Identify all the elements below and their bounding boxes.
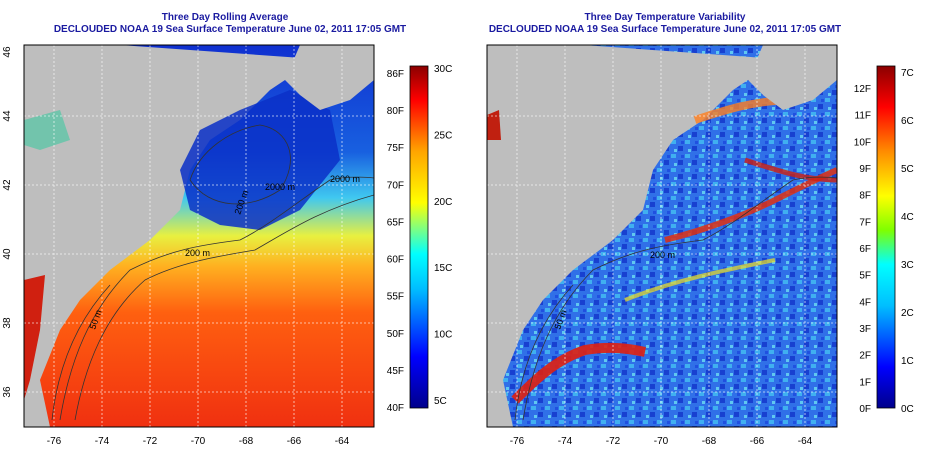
colorbar-tick-label: 10F xyxy=(854,137,871,148)
colorbar-tick-label: 45F xyxy=(387,366,404,377)
lat-tick: 38 xyxy=(2,317,13,329)
colorbar-tick-label: 50F xyxy=(387,329,404,340)
colorbar-tick-label: 8F xyxy=(859,191,871,202)
sst-variability-map: 200 m 50 m 46 44 42 40 38 36 -76 -74 -72… xyxy=(475,44,914,447)
lon-tick: -64 xyxy=(335,436,350,447)
contour-label: 200 m xyxy=(185,248,210,258)
colorbar-tick-label: 7C xyxy=(901,68,914,79)
colorbar-tick-label: 60F xyxy=(387,255,404,266)
colorbar-tick-label: 0F xyxy=(859,404,871,415)
right-title-line1: Three Day Temperature Variability xyxy=(584,12,746,23)
colorbar-tick-label: 3C xyxy=(901,260,914,271)
lat-tick: 40 xyxy=(2,248,13,260)
contour-label: 2000 m xyxy=(265,182,295,192)
colorbar-tick-label: 11F xyxy=(855,111,872,122)
colorbar-c-labels: 7C 6C 5C 4C 3C 2C 1C 0C xyxy=(901,68,914,415)
lon-tick: -68 xyxy=(239,436,254,447)
lon-axis: -76 -74 -72 -70 -68 -66 -64 xyxy=(510,436,813,447)
lat-tick: 36 xyxy=(475,386,478,398)
colorbar-tick-label: 20C xyxy=(434,197,452,208)
variability-map-area xyxy=(487,45,837,427)
colorbar-tick-label: 15C xyxy=(434,263,452,274)
lat-tick: 42 xyxy=(2,179,13,191)
lon-tick: -72 xyxy=(606,436,621,447)
depth-contours xyxy=(514,176,837,421)
colorbar-tick-label: 2F xyxy=(859,351,871,362)
lat-tick: 38 xyxy=(475,317,478,329)
contour-label: 2000 m xyxy=(330,174,360,184)
lat-tick: 40 xyxy=(475,248,478,260)
colorbar-tick-label: 70F xyxy=(387,180,404,191)
lat-axis: 46 44 42 40 38 36 xyxy=(475,46,478,398)
sst-map-area xyxy=(24,45,374,427)
colorbar-tick-label: 65F xyxy=(387,217,404,228)
lon-tick: -76 xyxy=(47,436,62,447)
colorbar-tick-label: 5C xyxy=(434,396,447,407)
lon-tick: -64 xyxy=(798,436,813,447)
colorbar-tick-label: 55F xyxy=(387,292,404,303)
colorbar-tick-label: 2C xyxy=(901,308,914,319)
colorbar-tick-label: 25C xyxy=(434,130,452,141)
colorbar-tick-label: 7F xyxy=(859,217,871,228)
colorbar-tick-label: 75F xyxy=(387,143,404,154)
sst-colorbar xyxy=(409,65,429,409)
lat-tick: 44 xyxy=(2,110,13,122)
lon-tick: -74 xyxy=(95,436,110,447)
colorbar-tick-label: 0C xyxy=(901,404,914,415)
lon-tick: -70 xyxy=(654,436,669,447)
colorbar-tick-label: 6F xyxy=(859,244,871,255)
lat-tick: 46 xyxy=(475,46,478,58)
colorbar-tick-label: 3F xyxy=(859,324,871,335)
colorbar-c-labels: 30C 25C 20C 15C 10C 5C xyxy=(434,64,452,407)
lon-tick: -68 xyxy=(702,436,717,447)
lon-tick: -74 xyxy=(558,436,573,447)
sst-average-map: 2000 m 200 m 50 m 200 m 2000 m 46 44 42 … xyxy=(2,44,452,447)
colorbar-tick-label: 5C xyxy=(901,164,914,175)
colorbar-tick-label: 12F xyxy=(854,84,871,95)
lon-axis: -76 -74 -72 -70 -68 -66 -64 xyxy=(47,436,350,447)
colorbar-tick-label: 4F xyxy=(859,297,871,308)
lat-axis: 46 44 42 40 38 36 xyxy=(2,46,13,398)
colorbar-tick-label: 30C xyxy=(434,64,452,75)
colorbar-tick-label: 5F xyxy=(859,271,871,282)
colorbar-tick-label: 10C xyxy=(434,330,452,341)
contour-label: 200 m xyxy=(650,250,675,260)
left-title-line1: Three Day Rolling Average xyxy=(161,12,289,23)
colorbar-f-labels: 86F 80F 75F 70F 65F 60F 55F 50F 45F 40F xyxy=(387,69,404,414)
right-title-line2: DECLOUDED NOAA 19 Sea Surface Temperatur… xyxy=(488,24,842,35)
lat-tick: 42 xyxy=(475,179,478,191)
colorbar-f-labels: 12F 11F 10F 9F 8F 7F 6F 5F 4F 3F 2F 1F 0F xyxy=(854,84,871,415)
variability-colorbar xyxy=(876,65,896,409)
lat-tick: 36 xyxy=(2,386,13,398)
lon-tick: -76 xyxy=(510,436,525,447)
colorbar-tick-label: 86F xyxy=(387,69,404,80)
colorbar-tick-label: 9F xyxy=(859,164,871,175)
lon-tick: -66 xyxy=(750,436,765,447)
colorbar-tick-label: 1F xyxy=(859,377,871,388)
left-title-line2: DECLOUDED NOAA 19 Sea Surface Temperatur… xyxy=(53,24,407,35)
depth-contours xyxy=(51,124,374,421)
colorbar-tick-label: 80F xyxy=(387,106,404,117)
colorbar-tick-label: 40F xyxy=(387,403,404,414)
colorbar-tick-label: 1C xyxy=(901,356,914,367)
colorbar-tick-label: 6C xyxy=(901,116,914,127)
lat-tick: 44 xyxy=(475,110,478,122)
lon-tick: -70 xyxy=(191,436,206,447)
lon-tick: -72 xyxy=(143,436,158,447)
lon-tick: -66 xyxy=(287,436,302,447)
variability-map-frame xyxy=(486,44,838,428)
sst-map-frame xyxy=(23,44,375,428)
colorbar-tick-label: 4C xyxy=(901,212,914,223)
lat-tick: 46 xyxy=(2,46,13,58)
